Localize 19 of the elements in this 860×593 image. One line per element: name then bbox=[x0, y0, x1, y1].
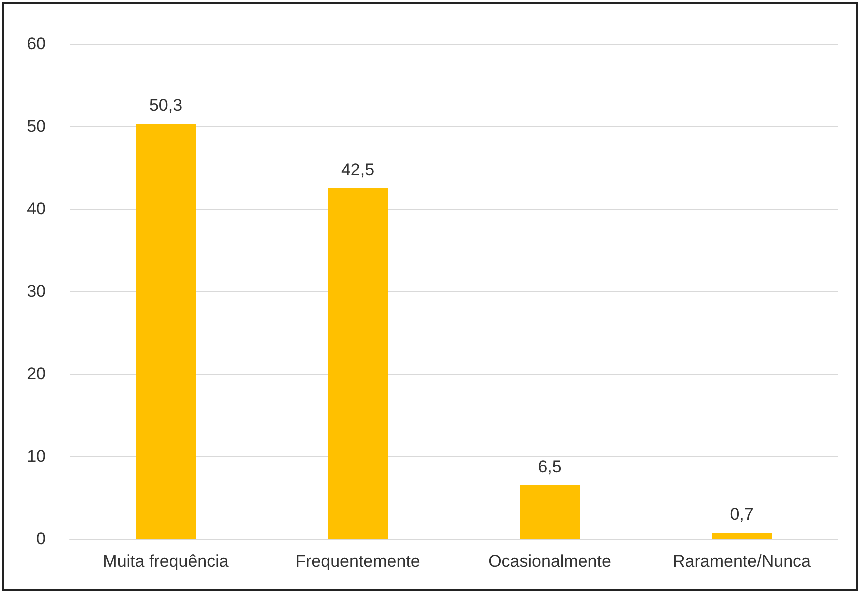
x-tick-label: Frequentemente bbox=[296, 552, 420, 571]
y-tick-label: 10 bbox=[27, 447, 46, 466]
y-tick-label: 50 bbox=[27, 117, 46, 136]
bar bbox=[712, 533, 772, 539]
y-tick-label: 30 bbox=[27, 282, 46, 301]
y-tick-label: 0 bbox=[36, 530, 46, 548]
x-tick-label: Muita frequência bbox=[103, 552, 230, 571]
bar bbox=[136, 124, 196, 539]
y-tick-label: 60 bbox=[27, 34, 46, 54]
y-tick-label: 40 bbox=[27, 200, 46, 218]
data-label: 42,5 bbox=[341, 160, 375, 180]
x-tick-label: Ocasionalmente bbox=[488, 552, 612, 571]
x-tick-label: Raramente/Nunca bbox=[673, 552, 812, 571]
bar bbox=[328, 188, 388, 539]
bar bbox=[520, 485, 580, 539]
data-label: 6,5 bbox=[538, 457, 562, 476]
data-label: 0,7 bbox=[730, 505, 754, 524]
data-label: 50,3 bbox=[149, 96, 183, 116]
y-tick-label: 20 bbox=[27, 364, 46, 384]
